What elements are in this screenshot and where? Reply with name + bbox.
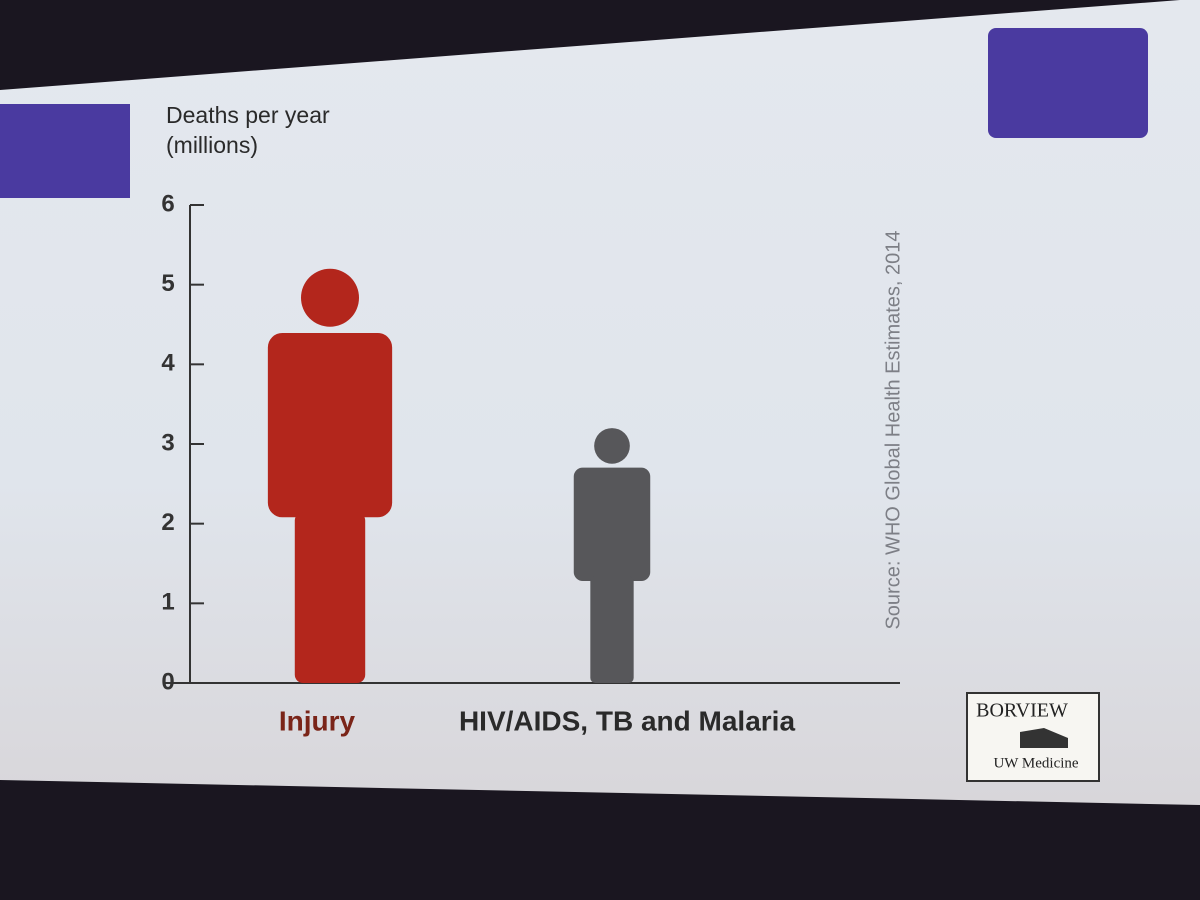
source-note: Source: WHO Global Health Estimates, 201… [882,230,904,629]
figure-legs [294,512,366,683]
accent-block [988,28,1148,138]
y-tick-label: 2 [161,509,174,536]
figure-head [301,268,359,327]
y-tick-label: 5 [161,270,174,297]
logo-text: BORVIEW [976,700,1068,722]
figure-torso [573,467,651,582]
y-tick-label: 1 [161,589,174,616]
figure-torso [267,332,393,518]
person-figure [573,428,651,683]
y-tick-label: 0 [161,668,174,695]
y-tick-label: 6 [161,190,174,217]
person-figure [267,268,393,683]
y-axis-label: Deaths per year (millions) [166,102,330,158]
x-tick-label: HIV/AIDS, TB and Malaria [459,705,795,736]
accent-block [0,104,130,198]
logo-text: UW Medicine [993,755,1078,771]
figure-legs [590,576,634,683]
figure-head [594,428,630,464]
y-tick-label: 3 [161,429,174,456]
y-tick-label: 4 [161,350,175,377]
x-tick-label: Injury [279,705,356,736]
logo-icon [1020,728,1068,748]
